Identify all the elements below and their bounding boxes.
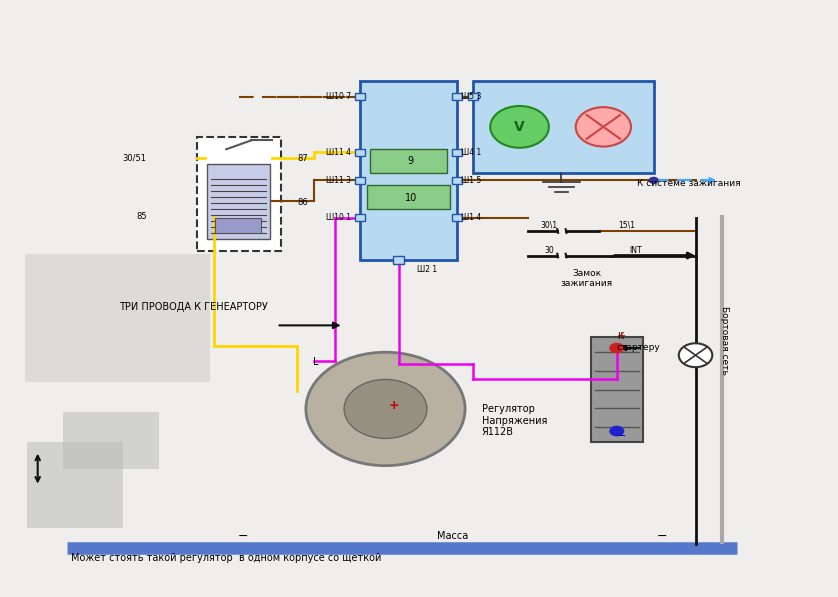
Bar (473, 81, 654, 173)
Text: 30\1: 30\1 (541, 220, 557, 230)
Text: L: L (313, 358, 318, 367)
Circle shape (609, 343, 624, 353)
Bar (207, 164, 270, 239)
Text: −: − (657, 530, 667, 543)
Bar (355, 93, 365, 100)
Circle shape (609, 426, 624, 436)
Text: Ш5 3: Ш5 3 (461, 92, 481, 101)
Bar (215, 218, 261, 233)
Text: Ш10 7: Ш10 7 (326, 92, 351, 101)
Text: 86: 86 (297, 198, 308, 208)
Text: Ш10 1: Ш10 1 (326, 213, 351, 223)
Circle shape (679, 343, 712, 367)
Text: 85: 85 (136, 212, 147, 221)
Bar (591, 337, 643, 442)
Text: 9: 9 (407, 156, 414, 166)
Circle shape (576, 107, 631, 147)
Bar (452, 214, 462, 221)
Bar (355, 214, 365, 221)
Bar (468, 93, 478, 100)
Bar (452, 149, 462, 156)
Text: 10: 10 (405, 193, 416, 203)
Text: +: + (617, 331, 626, 340)
Text: Ш2 1: Ш2 1 (417, 265, 437, 275)
Text: Регулятор
Напряжения
Я112В: Регулятор Напряжения Я112В (482, 404, 547, 438)
Text: Масса: Масса (437, 531, 468, 541)
Bar (63, 412, 159, 469)
Bar (197, 137, 281, 251)
Text: Бортовая сеть: Бортовая сеть (721, 306, 729, 375)
Text: Может стоять такой регулятор  в одном корпусе со щеткой: Может стоять такой регулятор в одном кор… (71, 553, 381, 563)
Text: INT: INT (628, 245, 642, 255)
Text: 15\1: 15\1 (618, 220, 635, 230)
Circle shape (490, 106, 549, 147)
Text: Ш4 1: Ш4 1 (461, 147, 481, 157)
Text: ТРИ ПРОВОДА К ГЕНЕАРТОРУ: ТРИ ПРОВОДА К ГЕНЕАРТОРУ (119, 303, 268, 312)
Bar (452, 93, 462, 100)
Text: 87: 87 (297, 153, 308, 163)
Bar (27, 442, 123, 528)
Circle shape (649, 177, 659, 184)
Text: Замок
зажигания: Замок зажигания (561, 269, 613, 288)
Bar (367, 185, 450, 209)
Text: К
стартеру: К стартеру (617, 333, 660, 352)
Bar (355, 149, 365, 156)
Text: −: − (617, 431, 626, 441)
Text: Ш11 3: Ш11 3 (326, 176, 351, 185)
Bar (360, 81, 457, 260)
Text: +: + (389, 399, 399, 413)
Bar (355, 177, 365, 184)
Circle shape (306, 352, 465, 466)
Bar (25, 254, 210, 382)
Bar (394, 256, 404, 264)
Bar (452, 177, 462, 184)
Circle shape (344, 380, 427, 438)
Text: 30/51: 30/51 (122, 153, 147, 163)
Text: −: − (238, 530, 248, 543)
Text: Ш1 5: Ш1 5 (461, 176, 481, 185)
Text: V: V (515, 120, 525, 134)
Text: Ш11 4: Ш11 4 (326, 147, 351, 157)
Text: 30: 30 (544, 245, 554, 255)
Bar (370, 149, 447, 173)
Text: К системе зажигания: К системе зажигания (637, 179, 741, 188)
Text: Ш1 4: Ш1 4 (461, 213, 481, 223)
